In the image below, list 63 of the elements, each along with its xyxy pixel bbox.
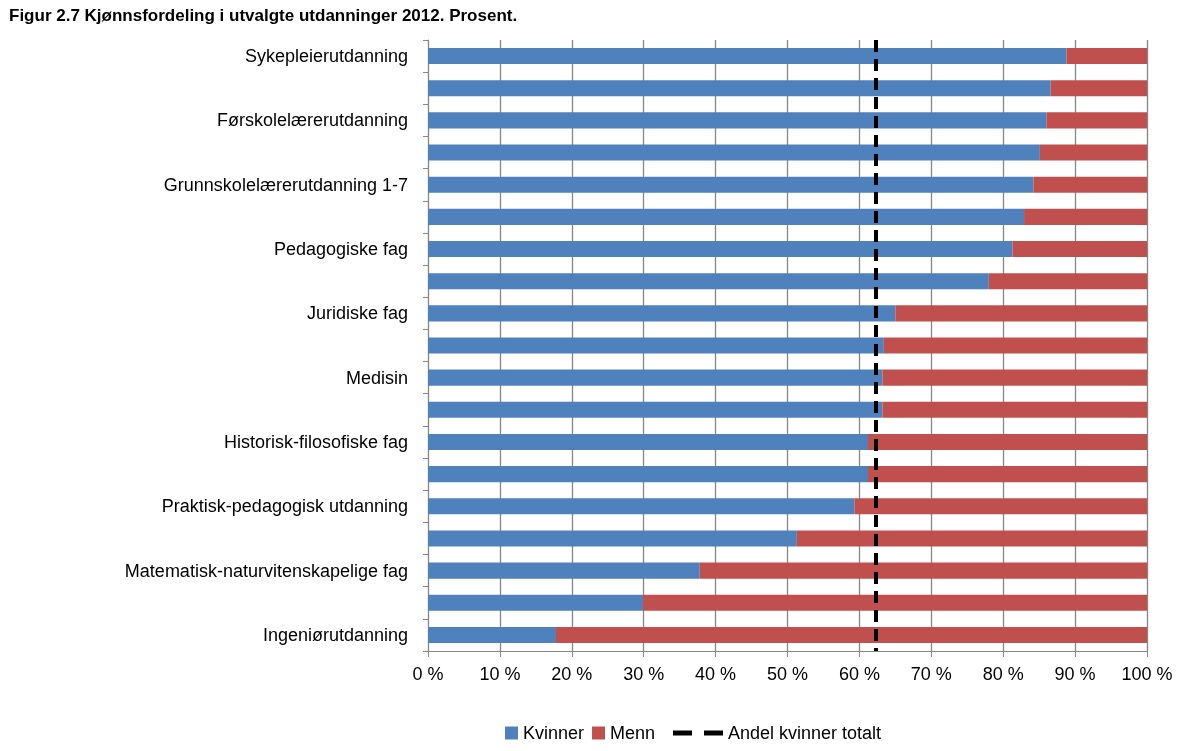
bar: [854, 498, 1147, 515]
x-tick-label: 50 %: [766, 664, 809, 684]
y-tick-label: Medisin: [345, 367, 408, 388]
bar: [428, 240, 1013, 258]
bar: [428, 433, 869, 451]
bar: [699, 562, 1147, 579]
y-tick-label: Pedagogiske fag: [273, 239, 408, 260]
bar: [428, 401, 883, 418]
x-tick-label: 70 %: [910, 664, 952, 684]
bar: [428, 80, 1051, 97]
bar: [428, 305, 896, 322]
bar: [1012, 240, 1147, 258]
x-tick-label: 80 %: [982, 664, 1024, 684]
bar: [428, 273, 989, 290]
text: Figur 2.7 Kjønnsfordeling i utvalgte utdanninger 2012. Prosent.: [9, 6, 518, 25]
bar: [428, 48, 1067, 65]
bar: [883, 337, 1147, 354]
bar: [1050, 80, 1147, 97]
bar: [428, 208, 1025, 225]
y-tick-label: Sykepleierutdanning: [244, 46, 408, 67]
bar: [1024, 208, 1147, 225]
y-tick-label: Førskolelærerutdanning: [216, 110, 408, 131]
bar: [882, 369, 1147, 386]
legend-label: Kvinner: [523, 723, 585, 743]
legend-label: Menn: [610, 723, 656, 743]
bar: [1066, 48, 1147, 65]
y-tick-label: Matematisk-naturvitenskapelige fag: [124, 560, 408, 581]
legend-label: Andel kvinner totalt: [728, 723, 882, 743]
bar: [895, 305, 1147, 322]
bar: [428, 337, 884, 354]
bar: [428, 144, 1040, 161]
x-tick-label: 30 %: [623, 664, 665, 684]
bar: [868, 466, 1147, 483]
bar: [428, 466, 869, 483]
bar: [428, 562, 700, 579]
bar: [428, 626, 556, 643]
bar: [796, 530, 1147, 547]
x-tick-label: 100 %: [1121, 664, 1173, 684]
bar: [555, 626, 1147, 643]
y-tick-label: Juridiske fag: [306, 303, 408, 324]
bar: [428, 112, 1047, 129]
x-tick-label: 10 %: [479, 664, 521, 684]
bar: [428, 530, 797, 547]
bar: [428, 498, 855, 515]
y-tick-label: Historisk-filosofiske fag: [223, 431, 408, 452]
x-tick-label: 60 %: [838, 664, 880, 684]
bar: [1046, 112, 1147, 129]
y-tick-label: Praktisk-pedagogisk utdanning: [161, 496, 408, 517]
x-tick-label: 0 %: [412, 664, 444, 684]
y-tick-label: Grunnskolelærerutdanning 1-7: [163, 174, 408, 195]
bar: [868, 433, 1147, 451]
bar: [428, 594, 643, 611]
bar: [882, 401, 1147, 418]
bar: [1039, 144, 1147, 161]
x-tick-label: 20 %: [551, 664, 593, 684]
bar: [428, 369, 883, 386]
x-tick-label: 40 %: [695, 664, 737, 684]
x-tick-label: 90 %: [1054, 664, 1096, 684]
bar: [988, 273, 1147, 290]
bar: [642, 594, 1147, 611]
y-tick-label: Ingeniørutdanning: [262, 624, 408, 645]
bar: [428, 176, 1034, 193]
bar: [1033, 176, 1147, 193]
